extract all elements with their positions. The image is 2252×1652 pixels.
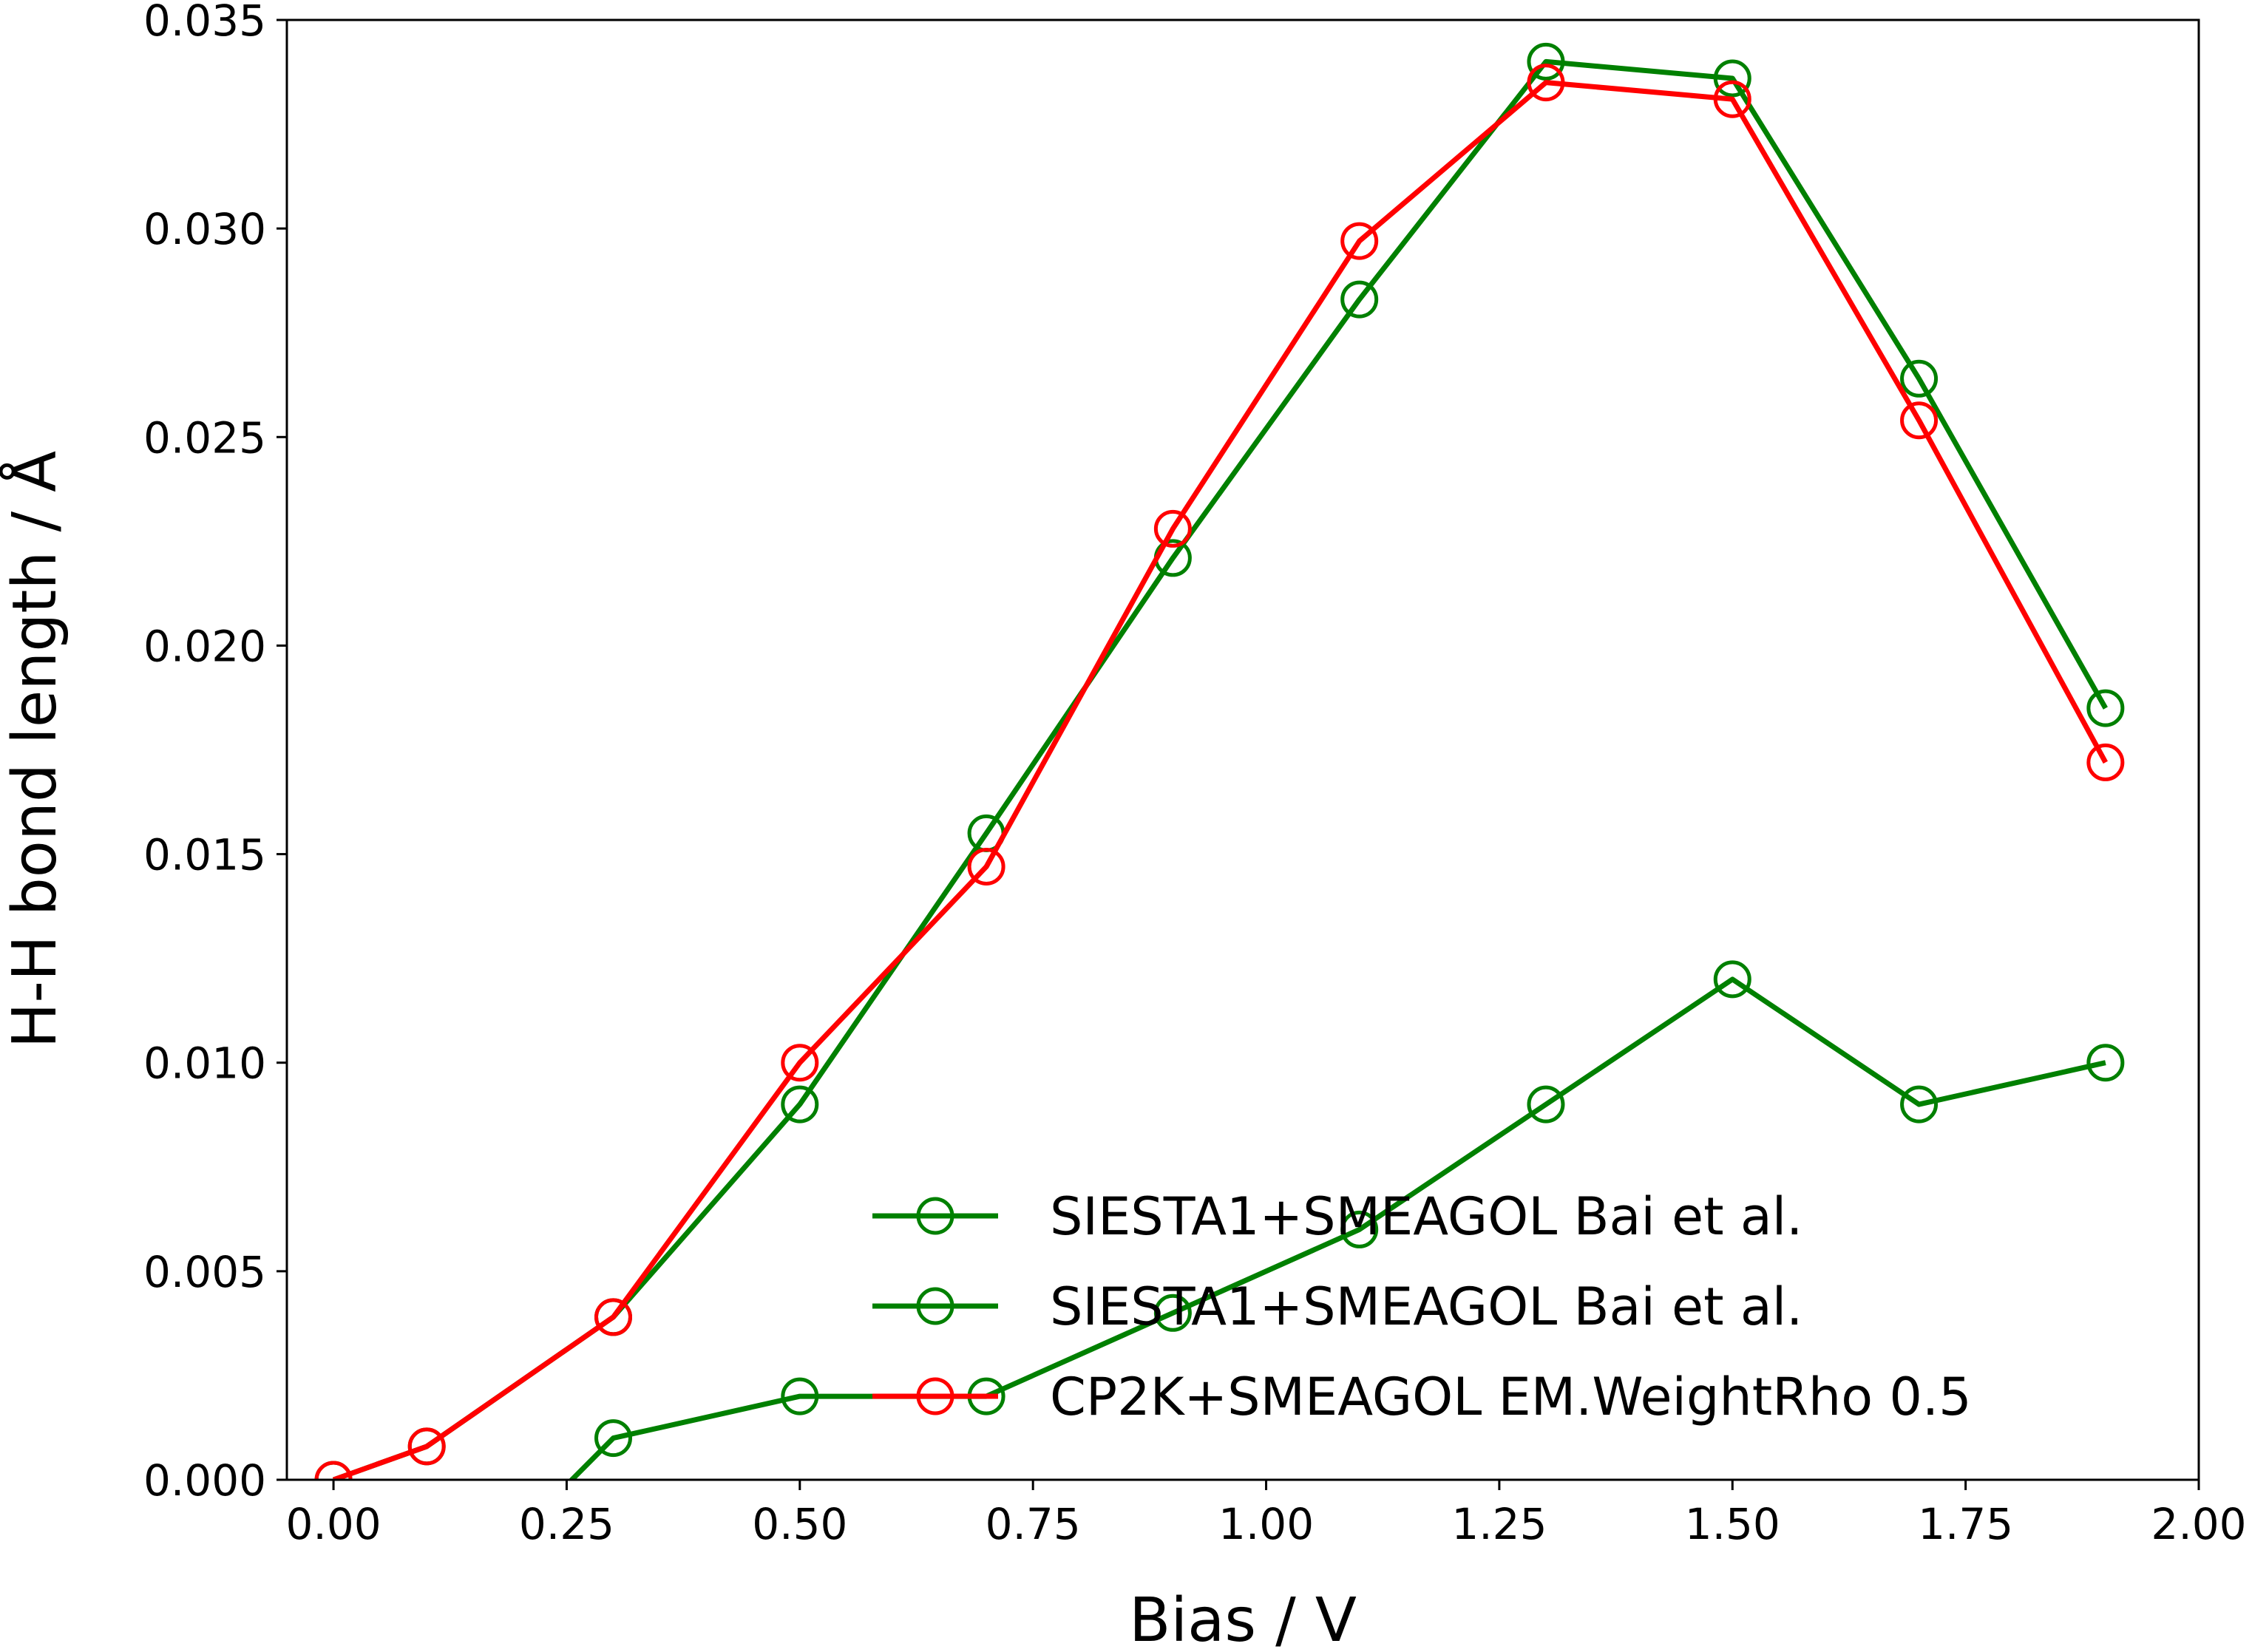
series-2-point [1153,1294,1192,1332]
series-layer [314,42,2125,1480]
series-3-point [594,1298,633,1336]
y-tick-label: 0.005 [143,1247,266,1297]
x-tick-label: 1.00 [1218,1499,1314,1549]
series-1-point [1527,42,1565,81]
series-2 [568,960,2125,1480]
legend: SIESTA1+SMEAGOL Bai et al. SIESTA1+SMEAGO… [872,1186,1972,1427]
series-3-point [1900,401,1939,440]
legend-label: SIESTA1+SMEAGOL Bai et al. [1050,1186,1802,1247]
x-axis-label: Bias / V [1129,1585,1357,1652]
legend-item: SIESTA1+SMEAGOL Bai et al. [872,1186,1802,1247]
series-2-point [781,1377,819,1415]
x-tick-label: 0.50 [752,1499,847,1549]
x-axis: 0.00 0.25 0.50 0.75 1.00 1.25 1.50 1.75 2.00 [286,1480,2247,1549]
series-3-point [2086,743,2125,781]
series-1-point [1340,280,1379,319]
series-2-point [2086,1044,2125,1082]
x-tick-label: 1.25 [1451,1499,1547,1549]
legend-label: CP2K+SMEAGOL EM.WeightRho 0.5 [1050,1367,1972,1427]
legend-label: SIESTA1+SMEAGOL Bai et al. [1050,1277,1802,1337]
series-2-point [594,1419,633,1458]
series-3-point [1527,64,1565,102]
legend-item: SIESTA1+SMEAGOL Bai et al. [872,1277,1802,1337]
series-2-point [1713,960,1751,999]
series-3-point [781,1044,819,1082]
x-tick-label: 0.00 [286,1499,381,1549]
legend-marker [916,1377,954,1415]
x-tick-label: 2.00 [2151,1499,2246,1549]
x-tick-label: 1.75 [1918,1499,2013,1549]
y-tick-label: 0.010 [143,1039,266,1089]
series-3-point [1340,222,1379,260]
series-3-line [332,80,2108,1480]
x-tick-label: 1.50 [1685,1499,1780,1549]
y-tick-label: 0.000 [143,1455,266,1506]
series-1-point [1713,59,1751,98]
series-1-point [781,1085,819,1124]
series-3-point [1153,509,1192,548]
y-tick-label: 0.035 [143,0,266,46]
y-tick-label: 0.030 [143,204,266,254]
series-3-point [314,1461,353,1480]
series-1-point [1900,359,1939,398]
y-axis-label: H-H bond length / Å [0,451,70,1049]
plot-frame [285,18,2200,1481]
series-2-point [1527,1085,1565,1124]
series-3-point [967,848,1005,886]
x-tick-label: 0.75 [986,1499,1081,1549]
series-1-point [2086,689,2125,727]
series-3-point [407,1427,446,1466]
y-tick-label: 0.025 [143,412,266,463]
series-2-point [1900,1085,1939,1124]
series-3-point [1713,80,1751,118]
y-tick-label: 0.020 [143,621,266,671]
series-3 [314,64,2125,1480]
legend-item: CP2K+SMEAGOL EM.WeightRho 0.5 [872,1367,1972,1427]
legend-marker [916,1197,954,1235]
x-tick-label: 0.25 [519,1499,614,1549]
y-tick-label: 0.015 [143,830,266,880]
legend-marker [916,1287,954,1325]
y-axis: 0.000 0.005 0.010 0.015 0.020 0.025 0.030 0.035 [143,0,287,1506]
series-2-point [1340,1210,1379,1248]
series-2-line [568,976,2106,1480]
